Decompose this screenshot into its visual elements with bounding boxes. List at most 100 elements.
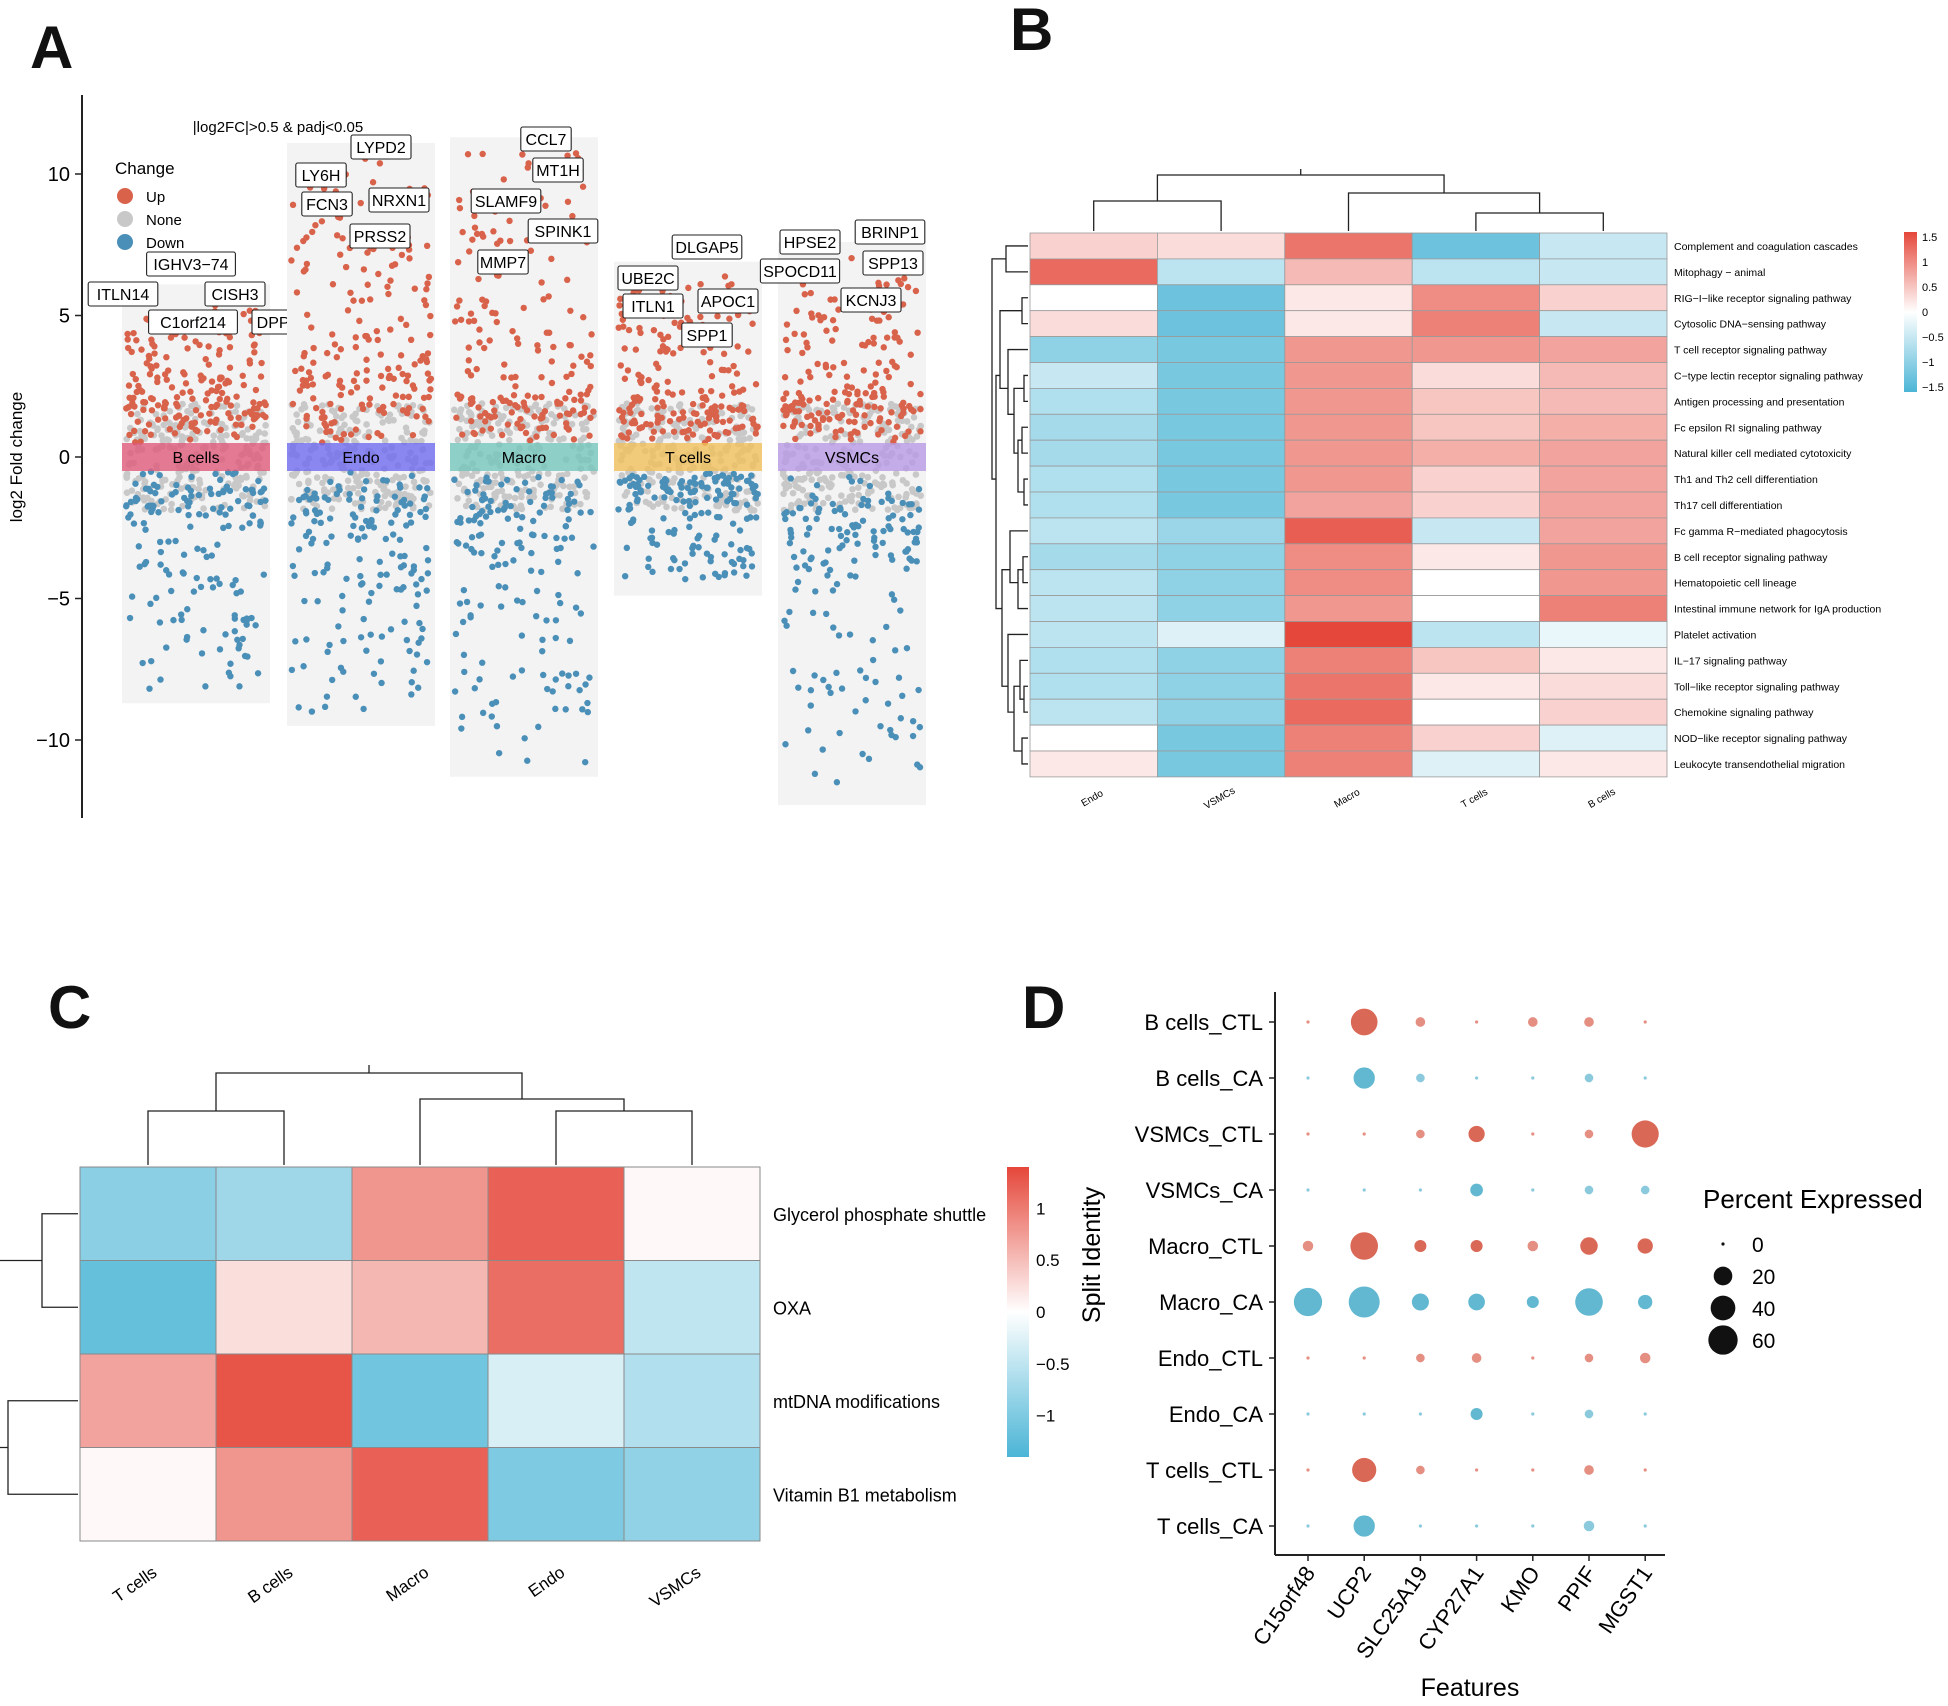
down-point [540,502,548,510]
down-point [835,525,843,533]
down-point [416,619,423,627]
none-point [743,488,751,495]
down-point [216,580,223,588]
up-point [499,397,507,405]
down-point [857,477,864,485]
up-point [730,389,738,396]
none-point [319,402,326,409]
up-point [232,421,240,428]
down-point [829,587,837,594]
down-point [206,485,214,492]
down-point [423,544,430,552]
none-point [889,479,896,486]
up-point [917,405,924,413]
up-point [413,413,420,420]
expression-dot [1580,1237,1598,1255]
none-point [384,416,392,424]
down-point [311,490,318,497]
heatmap-cell [1029,439,1158,467]
group-band-label: B cells [172,450,219,467]
up-point [296,387,304,394]
heatmap-cell [215,1447,353,1542]
up-point [299,382,307,389]
up-point [548,379,556,387]
up-point [233,393,240,400]
down-point [677,480,684,488]
up-point [562,420,570,427]
none-point [648,405,656,412]
down-point [495,583,502,590]
none-point [223,432,230,439]
row-dendrogram-branch [7,1400,78,1495]
up-point [376,407,383,414]
legend-label: None [146,212,182,229]
down-point [828,525,835,533]
up-point [808,310,815,317]
expression-dot [1631,1120,1659,1148]
up-point [577,397,585,404]
up-point [714,433,721,440]
none-point [895,493,902,501]
up-point [403,377,410,385]
down-point [422,513,429,521]
up-point [577,411,584,418]
up-point [868,315,876,322]
legend-label: Down [146,235,184,252]
heatmap-cell [1157,647,1286,674]
none-point [823,424,830,431]
down-point [510,557,517,564]
up-point [712,408,719,415]
up-point [226,343,234,351]
down-point [729,520,737,527]
up-point [465,357,472,364]
expression-dot [1418,1524,1422,1528]
up-point [917,428,924,435]
down-point [239,635,246,643]
down-point [181,494,188,502]
up-point [538,393,545,401]
up-point [369,179,377,186]
down-point [165,571,173,578]
down-point [897,607,904,614]
down-point [200,627,207,634]
expression-dot [1468,1293,1485,1311]
none-point [917,492,924,499]
none-point [494,419,502,427]
heatmap-cell [1157,336,1286,363]
up-point [405,404,413,412]
up-point [479,427,486,434]
up-point [501,361,508,368]
none-point [649,503,657,510]
up-point [569,212,576,220]
up-point [490,228,497,235]
none-point [824,494,832,502]
up-point [650,326,658,334]
up-point [288,257,295,264]
up-point [384,283,391,290]
down-point [879,539,886,547]
up-point [187,388,194,395]
row-label: Mitophagy − animal [1674,267,1765,279]
up-point [832,428,839,436]
down-point [547,483,555,490]
up-point [720,350,728,358]
down-point [685,497,693,505]
up-point [703,396,710,403]
up-point [817,316,824,324]
down-point [227,505,234,512]
row-dendrogram-branch [1007,348,1028,415]
down-point [680,498,687,505]
gene-label: FCN3 [306,197,348,214]
column-label: VSMCs [1202,785,1237,811]
down-point [196,511,203,518]
none-point [665,432,672,439]
group-band-label: VSMCs [825,450,879,467]
up-point [124,336,131,343]
down-point [633,497,641,505]
down-point [391,493,399,500]
expression-dot [1362,1412,1366,1416]
down-point [519,598,526,606]
up-point [344,307,352,314]
up-point [624,435,631,442]
down-point [704,484,711,491]
